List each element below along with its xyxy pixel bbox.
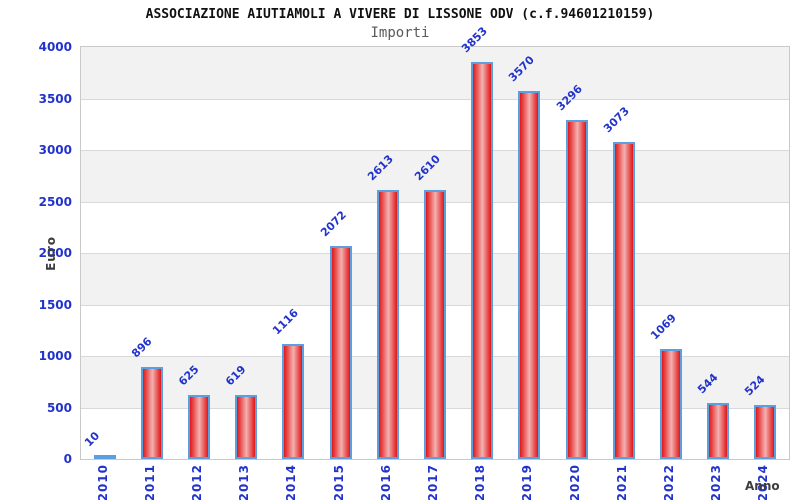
x-tick-label-2016: 2016 [378, 464, 393, 500]
bar-2012 [188, 395, 210, 459]
y-tick-label: 0 [63, 452, 72, 466]
bar-2017 [424, 190, 446, 459]
x-tick-label-2012: 2012 [190, 464, 204, 500]
x-tick-label-2017: 2017 [426, 464, 440, 500]
y-axis-title: Euro [44, 236, 58, 271]
x-tick-label-2018: 2018 [473, 464, 488, 500]
x-tick-label-2010: 2010 [95, 464, 110, 500]
bar-2022 [660, 349, 682, 459]
bars-layer: 10 896 625 619 1116 2072 2613 2610 3853 3570 3296 3… [81, 24, 789, 459]
bar-value-label: 10 [81, 429, 102, 450]
bar-value-label: 2610 [412, 152, 443, 184]
y-tick-label: 3500 [38, 91, 72, 106]
x-tick-label-2020: 2020 [567, 464, 582, 500]
bar-value-label: 896 [128, 334, 155, 361]
y-tick-label: 4000 [38, 40, 72, 54]
bar-value-label: 3570 [506, 53, 538, 85]
plot-band [81, 98, 789, 150]
bar-2019 [518, 91, 541, 459]
plot-band [81, 47, 789, 99]
x-tick-label-2015: 2015 [331, 464, 346, 500]
bar-2023 [707, 403, 730, 459]
bar-value-label: 1069 [648, 311, 679, 343]
x-tick-label-2013: 2013 [237, 464, 252, 500]
x-tick-label-2022: 2022 [662, 464, 676, 500]
bar-value-label: 3296 [553, 82, 585, 114]
bar-value-label: 1116 [270, 306, 302, 338]
chart-title: ASSOCIAZIONE AIUTIAMOLI A VIVERE DI LISS… [145, 7, 655, 22]
bar-2024 [754, 405, 777, 459]
bar-2020 [565, 120, 588, 459]
bar-value-label: 2072 [317, 208, 349, 240]
bar-2011 [140, 367, 163, 459]
gridline [81, 98, 789, 100]
bar-value-label: 619 [223, 362, 249, 389]
bar-value-label: 625 [176, 362, 202, 389]
gridline [81, 150, 789, 151]
y-tick-label: 3000 [38, 143, 72, 157]
bar-value-label: 3073 [600, 104, 632, 136]
bar-2015 [329, 246, 352, 459]
bar-2013 [235, 395, 258, 459]
bar-2016 [376, 190, 399, 459]
y-tick-label: 1500 [38, 297, 72, 312]
x-tick-label-2023: 2023 [709, 464, 724, 500]
bar-2018 [471, 62, 494, 459]
y-tick-label: 2500 [38, 194, 72, 209]
chart-subtitle: Importi [370, 25, 430, 41]
y-tick-label: 500 [46, 400, 72, 415]
bar-value-label: 2613 [364, 152, 396, 184]
y-tick-label: 1000 [38, 349, 72, 363]
bar-value-label: 544 [695, 370, 721, 397]
y-tick-label: 2000 [38, 246, 72, 260]
bar-2014 [282, 344, 305, 459]
x-tick-label-2021: 2021 [614, 464, 629, 500]
bar-value-label: 524 [742, 372, 768, 399]
bar-2010 [93, 455, 116, 459]
x-tick-label-2019: 2019 [520, 464, 535, 500]
bar-2021 [612, 142, 635, 459]
x-tick-label-2011: 2011 [142, 464, 157, 500]
x-tick-label-2014: 2014 [284, 464, 299, 500]
x-axis-title: Anno [745, 479, 780, 493]
